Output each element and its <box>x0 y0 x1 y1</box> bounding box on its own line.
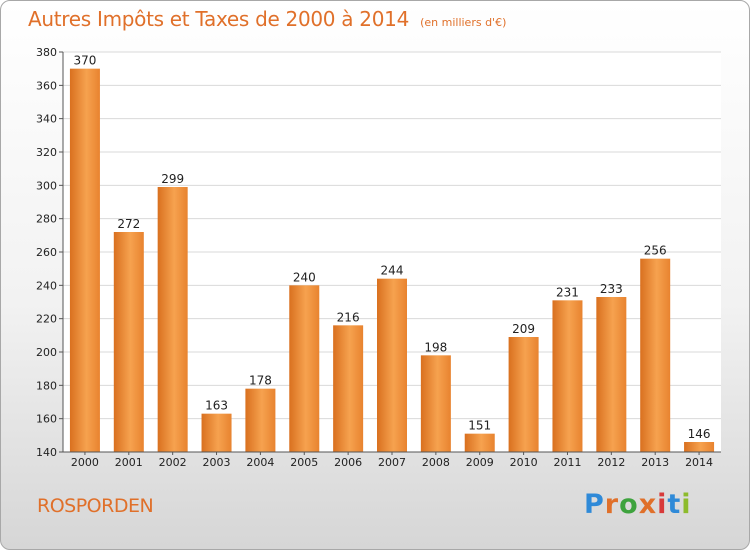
logo-letter: i <box>681 489 692 520</box>
x-tick-label: 2005 <box>290 456 318 469</box>
y-tick-label: 160 <box>36 413 57 426</box>
bar-2006 <box>333 325 364 452</box>
y-tick-label: 300 <box>36 179 57 192</box>
bar-2013 <box>640 258 671 452</box>
value-label: 146 <box>688 427 711 441</box>
logo-letter: i <box>657 489 668 520</box>
y-tick-label: 280 <box>36 213 57 226</box>
bar-2012 <box>596 297 627 452</box>
bar-2011 <box>552 300 583 452</box>
value-label: 231 <box>556 285 579 299</box>
bar-2000 <box>69 68 100 453</box>
x-tick-label: 2006 <box>334 456 362 469</box>
x-tick-label: 2013 <box>641 456 669 469</box>
value-label: 272 <box>117 217 140 231</box>
bar-2014 <box>684 442 715 452</box>
value-label: 198 <box>424 340 447 354</box>
x-tick-label: 2011 <box>553 456 581 469</box>
value-label: 216 <box>337 310 360 324</box>
x-tick-label: 2002 <box>159 456 187 469</box>
x-tick-label: 2008 <box>422 456 450 469</box>
bar-2002 <box>157 187 188 452</box>
bars: 370 272 299 163 178 240 216 244 198 151 209 231 233 2… <box>69 54 715 453</box>
y-tick-label: 360 <box>36 79 57 92</box>
value-label: 256 <box>644 244 667 258</box>
value-label: 163 <box>205 399 228 413</box>
x-tick-label: 2000 <box>71 456 99 469</box>
x-tick-label: 2001 <box>115 456 143 469</box>
logo-letter: t <box>667 489 682 520</box>
value-label: 151 <box>468 419 491 433</box>
bar-2010 <box>508 337 539 452</box>
y-tick-label: 140 <box>36 446 57 459</box>
bar-2009 <box>464 433 495 452</box>
value-label: 209 <box>512 322 535 336</box>
title-row: Autres Impôts et Taxes de 2000 à 2014 (e… <box>28 7 506 31</box>
commune-name: ROSPORDEN <box>37 495 154 517</box>
chart-title: Autres Impôts et Taxes de 2000 à 2014 <box>28 7 409 31</box>
bar-2001 <box>113 232 144 452</box>
bar-2008 <box>420 355 451 452</box>
x-tick-label: 2004 <box>246 456 274 469</box>
logo-letter: r <box>604 489 620 520</box>
bar-2003 <box>201 413 232 452</box>
value-label: 240 <box>293 270 316 284</box>
value-label: 233 <box>600 282 623 296</box>
value-label: 299 <box>161 172 184 186</box>
logo-letter: x <box>638 489 658 520</box>
axes: 140 160 180 200 220 240 260 280 300 320 340 360 380 2… <box>36 46 721 469</box>
chart-subtitle: (en milliers d'€) <box>420 16 507 29</box>
proxiti-logo: Proxiti <box>584 489 692 520</box>
value-label: 244 <box>381 264 404 278</box>
value-label: 370 <box>73 54 96 68</box>
x-tick-label: 2003 <box>203 456 231 469</box>
x-tick-label: 2010 <box>510 456 538 469</box>
y-tick-label: 260 <box>36 246 57 259</box>
x-tick-label: 2014 <box>685 456 713 469</box>
y-tick-label: 240 <box>36 279 57 292</box>
bar-2007 <box>377 278 407 452</box>
x-tick-label: 2012 <box>597 456 625 469</box>
bar-2005 <box>289 285 320 452</box>
y-tick-label: 340 <box>36 113 57 126</box>
y-tick-label: 220 <box>36 313 57 326</box>
y-tick-label: 380 <box>36 46 57 59</box>
x-tick-label: 2009 <box>466 456 494 469</box>
logo-letter: o <box>619 489 639 520</box>
y-tick-label: 200 <box>36 346 57 359</box>
y-tick-label: 320 <box>36 146 57 159</box>
logo-letter: P <box>584 489 605 520</box>
x-tick-label: 2007 <box>378 456 406 469</box>
value-label: 178 <box>249 374 272 388</box>
bar-2004 <box>245 388 276 452</box>
y-tick-label: 180 <box>36 379 57 392</box>
